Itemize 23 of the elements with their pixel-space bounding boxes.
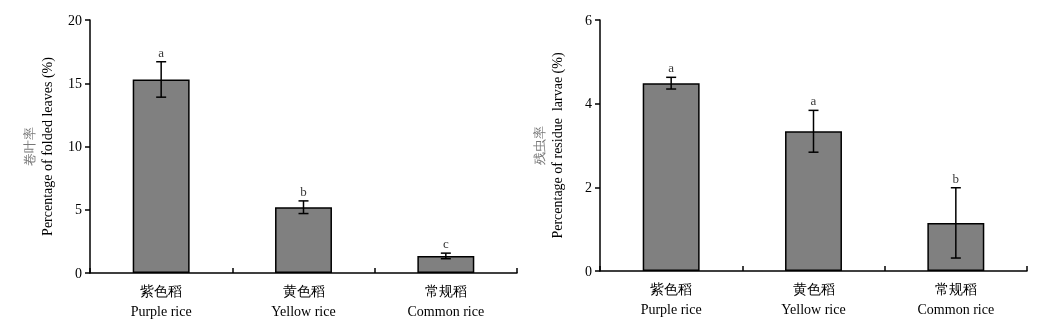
y-tick-label: 5 bbox=[75, 202, 82, 218]
x-tick-label: 常规稻 Common rice bbox=[917, 281, 995, 317]
x-tick-label: 黄色稻 Yellow rice bbox=[271, 283, 336, 319]
x-tick-label: 常规稻 Common rice bbox=[407, 283, 485, 319]
y-tick-label: 6 bbox=[585, 12, 592, 28]
y-tick-label: 10 bbox=[68, 139, 82, 154]
y-tick-label: 2 bbox=[585, 179, 592, 195]
x-tick-label: 紫色稻 Purple rice bbox=[130, 283, 192, 319]
y-axis-title: 卷叶率 Percentage of folded leaves (%) bbox=[21, 56, 56, 236]
y-tick-label: 20 bbox=[68, 12, 82, 28]
annotation: a bbox=[158, 44, 165, 60]
x-tick-label: 紫色稻 Purple rice bbox=[640, 281, 702, 317]
y-tick-label: 4 bbox=[585, 96, 592, 112]
annotation: a bbox=[810, 93, 817, 109]
annotation: a bbox=[668, 60, 675, 76]
y-tick-label: 0 bbox=[585, 263, 592, 279]
annotation: b bbox=[300, 183, 307, 199]
y-tick-label: 0 bbox=[75, 265, 82, 281]
annotation: b bbox=[952, 170, 960, 186]
y-axis-title: 残虫率 Percentage of residue larvae (%) bbox=[531, 52, 566, 239]
annotation: c bbox=[442, 236, 449, 252]
x-tick-label: 黄色稻 Yellow rice bbox=[781, 281, 846, 317]
y-tick-label: 15 bbox=[68, 75, 82, 91]
